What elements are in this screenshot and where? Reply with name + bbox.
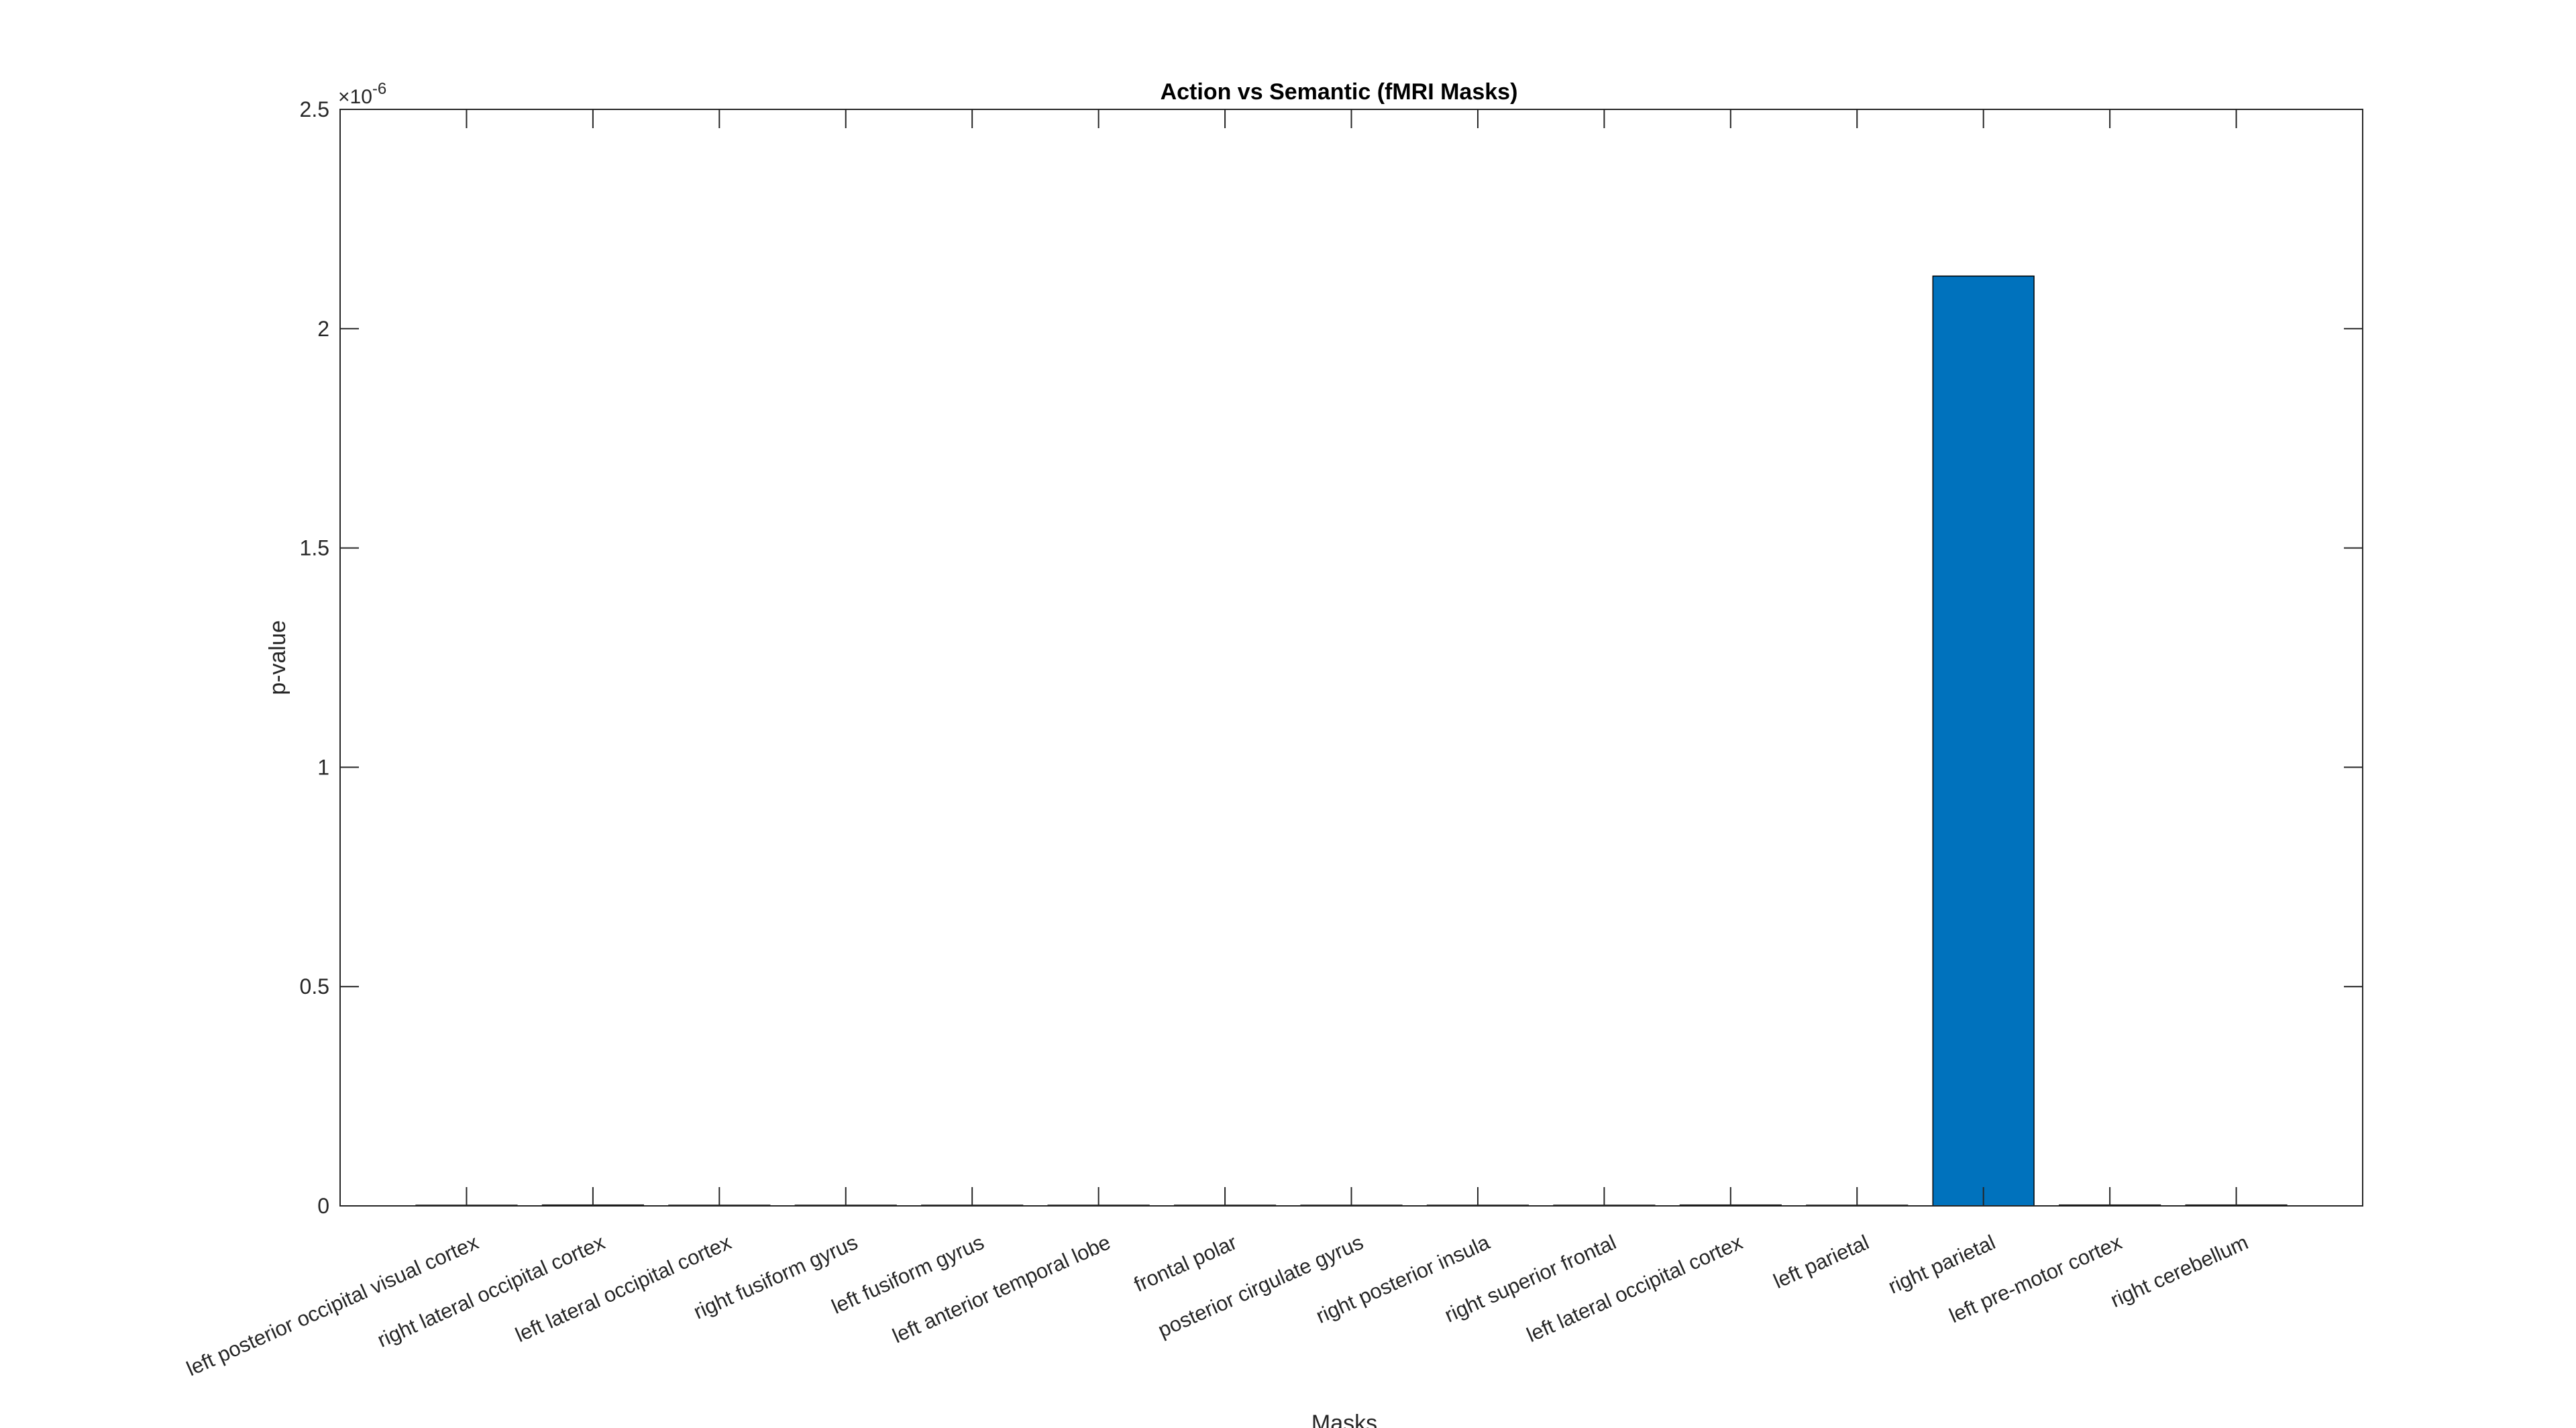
- x-tick-label: left lateral occipital cortex: [1523, 1230, 1746, 1347]
- x-tick-label: left parietal: [1770, 1230, 1872, 1293]
- svg-text:×10-6: ×10-6: [338, 80, 386, 108]
- x-tick-label: left lateral occipital cortex: [512, 1230, 735, 1347]
- y-exponent-power: -6: [372, 80, 386, 98]
- y-tick-label: 1.5: [300, 536, 329, 560]
- x-tick-label: frontal polar: [1130, 1230, 1240, 1296]
- x-axis-label: Masks: [1311, 1411, 1377, 1428]
- y-tick-label: 0.5: [300, 974, 329, 999]
- y-exponent-base: ×10: [338, 86, 372, 108]
- y-axis-label: p-value: [265, 620, 290, 695]
- y-exponent: ×10-6: [338, 80, 386, 108]
- y-tick-label: 2: [317, 317, 329, 341]
- y-tick-label: 2.5: [300, 97, 329, 121]
- chart-title: Action vs Semantic (fMRI Masks): [1161, 79, 1518, 105]
- x-tick-label: right cerebellum: [2107, 1230, 2252, 1312]
- plot-background: [340, 109, 2363, 1206]
- y-tick-label: 0: [317, 1194, 329, 1218]
- x-tick-label: posterior cirgulate gyrus: [1155, 1230, 1366, 1342]
- bar: [1932, 275, 2035, 1207]
- y-tick-label: 1: [317, 755, 329, 779]
- x-tick-label: right parietal: [1884, 1230, 1998, 1298]
- x-tick-label: left anterior temporal lobe: [889, 1230, 1114, 1347]
- x-tick-label: right lateral occipital cortex: [374, 1230, 608, 1352]
